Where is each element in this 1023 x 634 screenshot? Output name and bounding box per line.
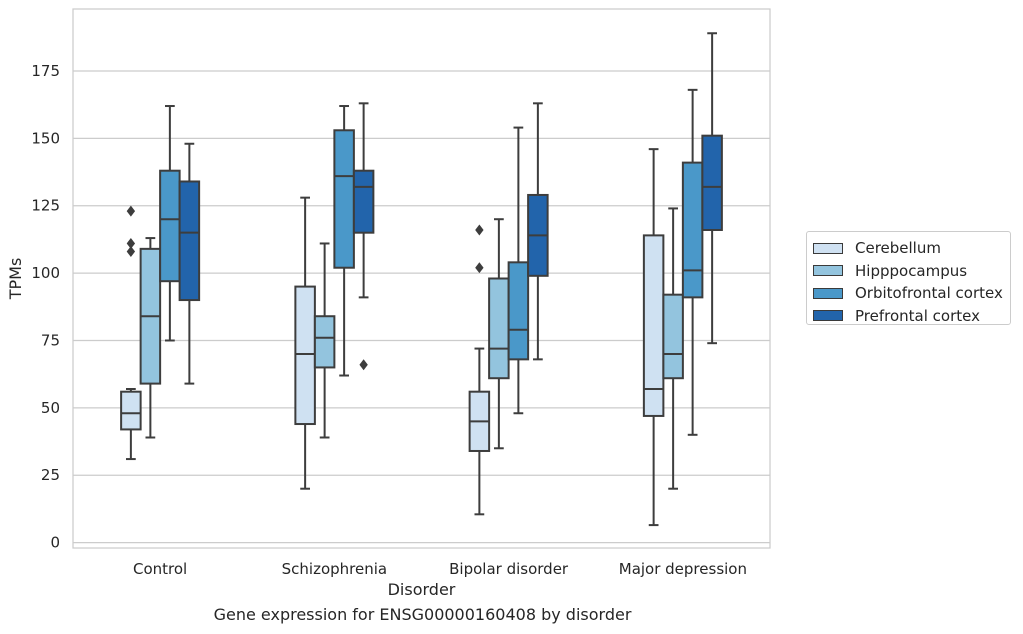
box-iqr [352,169,375,234]
y-tick-label: 125 [31,197,60,215]
outlier-point [359,359,368,371]
box-iqr [488,277,510,380]
box-hipppocampus [313,242,336,439]
box-iqr [120,390,142,431]
plot-area-frame [72,8,771,549]
y-tick-label: 25 [41,466,60,484]
box-prefrontal-cortex [701,32,723,345]
box-prefrontal-cortex [527,102,549,361]
legend-label: Hipppocampus [855,261,968,280]
box-iqr [507,261,530,361]
box-hipppocampus [139,237,162,439]
y-tick-label: 75 [41,331,60,349]
box-iqr [313,315,336,369]
legend-swatch [813,310,843,322]
box-cerebellum [120,387,142,461]
y-tick-label: 100 [31,264,60,282]
box-iqr [681,161,704,299]
legend-swatch [813,265,843,277]
outlier-point [126,205,136,217]
outlier-point [126,238,136,249]
box-cerebellum [294,196,316,490]
tick-labels: 0 25 50 75 100 125 150 175 Control Schizophrenia B… [31,62,747,578]
box-prefrontal-cortex [178,142,201,385]
legend-item-cerebellum[interactable]: Cerebellum [813,237,1010,260]
box-cerebellum [468,347,491,516]
y-tick-label: 150 [31,129,60,147]
box-iqr [333,129,355,269]
outlier-point [475,224,484,236]
legend-item-hipppocampus[interactable]: Hipppocampus [813,260,1010,283]
y-tick-label: 0 [50,534,60,552]
box-iqr [159,169,181,283]
x-tick-label: Major depression [619,560,747,578]
legend-swatch [813,242,843,254]
legend-label: Prefrontal cortex [855,306,980,325]
box-orbitofrontal-cortex [681,88,704,436]
legend-label: Orbitofrontal cortex [855,284,1003,303]
box-iqr [662,293,684,380]
y-tick-label: 175 [31,62,60,80]
outlier-point [126,246,136,258]
y-axis-label: TPMs [6,258,25,301]
box-iqr [701,134,723,231]
box-iqr [178,180,201,302]
box-orbitofrontal-cortex [159,105,181,342]
box-cerebellum [642,148,665,527]
legend: Cerebellum Hipppocampus Orbitofrontal cort… [806,231,1011,325]
box-orbitofrontal-cortex [333,105,355,377]
boxes [120,32,723,527]
box-iqr [294,285,316,426]
box-hipppocampus [488,218,510,450]
legend-item-orbitofrontal-cortex[interactable]: Orbitofrontal cortex [813,282,1010,305]
box-hipppocampus [662,207,684,490]
box-prefrontal-cortex [352,102,375,299]
legend-swatch [813,287,843,299]
y-tick-label: 50 [41,399,60,417]
legend-item-prefrontal-cortex[interactable]: Prefrontal cortex [813,305,1010,328]
box-orbitofrontal-cortex [507,126,530,415]
x-tick-label: Bipolar disorder [449,560,569,578]
chart-caption: Gene expression for ENSG00000160408 by d… [213,605,632,624]
x-tick-label: Schizophrenia [282,560,387,578]
outlier-point [475,262,484,274]
x-tick-label: Control [133,560,187,578]
legend-label: Cerebellum [855,239,941,258]
x-axis-label: Disorder [388,580,456,599]
